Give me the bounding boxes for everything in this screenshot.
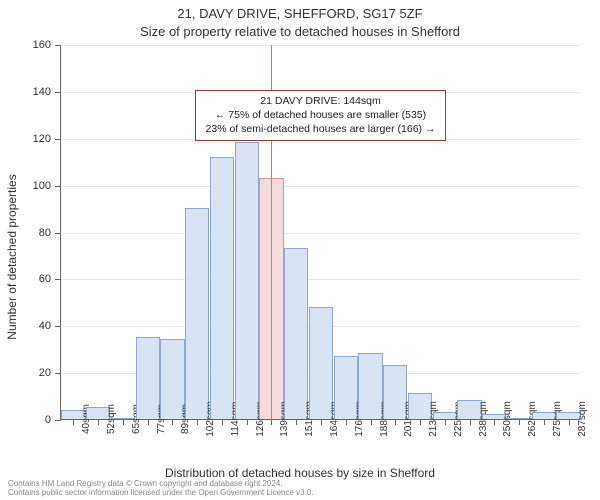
x-tick-label: 238sqm [470, 401, 489, 437]
x-tick-label: 275sqm [544, 401, 563, 437]
gridline-h [61, 279, 580, 280]
x-tick-label: 52sqm [98, 404, 117, 434]
chart-container: 21, DAVY DRIVE, SHEFFORD, SG17 5ZF Size … [0, 0, 600, 500]
footer-line2: Contains public sector information licen… [8, 488, 314, 498]
annotation-box: 21 DAVY DRIVE: 144sqm ← 75% of detached … [195, 90, 447, 141]
y-tick-label: 0 [45, 414, 61, 426]
x-tick-label: 213sqm [420, 401, 439, 437]
x-tick-label: 287sqm [569, 401, 588, 437]
histogram-bar [235, 142, 259, 419]
y-tick-label: 140 [33, 86, 61, 98]
annotation-line2: ← 75% of detached houses are smaller (53… [206, 108, 436, 122]
annotation-line3: 23% of semi-detached houses are larger (… [206, 122, 436, 136]
y-tick-label: 120 [33, 133, 61, 145]
footer-attribution: Contains HM Land Registry data © Crown c… [8, 479, 314, 498]
histogram-bar [210, 157, 234, 420]
gridline-h [61, 45, 580, 46]
chart-title-main: 21, DAVY DRIVE, SHEFFORD, SG17 5ZF [0, 6, 600, 21]
histogram-bar [185, 208, 209, 419]
annotation-line1: 21 DAVY DRIVE: 144sqm [206, 94, 436, 108]
y-tick-label: 20 [39, 367, 61, 379]
y-tick-label: 40 [39, 320, 61, 332]
plot-area: 21 DAVY DRIVE: 144sqm ← 75% of detached … [60, 45, 580, 420]
x-tick-label: 250sqm [494, 401, 513, 437]
y-tick-label: 80 [39, 227, 61, 239]
gridline-h [61, 186, 580, 187]
y-tick-label: 60 [39, 273, 61, 285]
chart-title-sub: Size of property relative to detached ho… [0, 24, 600, 39]
y-tick-label: 100 [33, 180, 61, 192]
x-tick-label: 262sqm [519, 401, 538, 437]
y-axis-title: Number of detached properties [5, 174, 19, 339]
histogram-bar [284, 248, 308, 419]
y-tick-label: 160 [33, 39, 61, 51]
gridline-h [61, 233, 580, 234]
footer-line1: Contains HM Land Registry data © Crown c… [8, 479, 314, 489]
